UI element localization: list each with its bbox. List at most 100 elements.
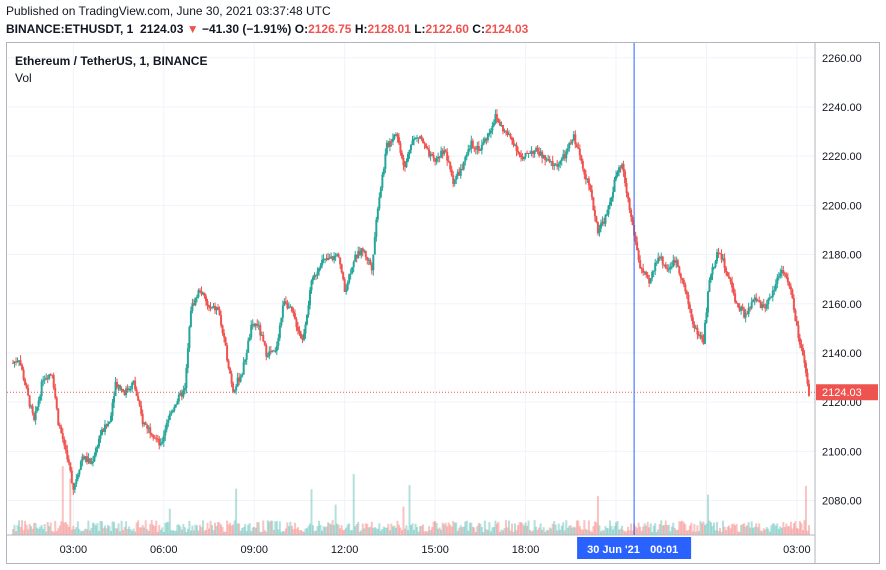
volume-bar bbox=[352, 473, 355, 535]
volume-bar bbox=[605, 528, 608, 535]
volume-bar bbox=[666, 524, 669, 535]
volume-bar bbox=[135, 522, 138, 535]
candle-body bbox=[295, 318, 298, 327]
volume-bar bbox=[342, 530, 345, 535]
volume-bar bbox=[670, 526, 673, 535]
volume-bar bbox=[574, 527, 577, 535]
candle-body bbox=[211, 306, 214, 308]
volume-bar bbox=[361, 523, 364, 535]
candle-body bbox=[514, 144, 517, 146]
volume-bar bbox=[257, 522, 260, 535]
volume-bar bbox=[548, 527, 551, 535]
volume-bar bbox=[197, 530, 200, 535]
volume-bar bbox=[515, 530, 518, 535]
volume-bar bbox=[94, 525, 97, 535]
candle-body bbox=[449, 161, 452, 170]
candle-body bbox=[275, 345, 278, 352]
volume-bar bbox=[79, 531, 82, 535]
candle-body bbox=[592, 197, 595, 211]
candle-body bbox=[610, 197, 613, 202]
volume-bar bbox=[557, 523, 560, 535]
candle-body bbox=[675, 260, 678, 263]
volume-bar bbox=[709, 522, 712, 535]
volume-bar bbox=[382, 526, 385, 535]
volume-bar bbox=[491, 527, 494, 535]
volume-bar bbox=[673, 527, 676, 535]
volume-bar bbox=[431, 527, 434, 535]
candle-body bbox=[467, 149, 470, 155]
candle-body bbox=[75, 479, 78, 484]
candle-body bbox=[260, 335, 263, 337]
volume-bar bbox=[587, 520, 590, 535]
volume-bar bbox=[544, 531, 547, 535]
candle-body bbox=[738, 307, 741, 311]
volume-bar bbox=[364, 523, 367, 535]
candle-body bbox=[788, 282, 791, 287]
y-tick-label: 2180.00 bbox=[822, 250, 862, 262]
symbol-label[interactable]: BINANCE:ETHUSDT, 1 bbox=[6, 22, 134, 36]
candle-body bbox=[539, 151, 542, 156]
candle-body bbox=[349, 273, 352, 275]
volume-bar bbox=[725, 530, 728, 535]
volume-bar bbox=[556, 530, 559, 535]
candle-body bbox=[55, 397, 58, 409]
candle-body bbox=[440, 150, 443, 158]
volume-bar bbox=[275, 520, 278, 535]
candle-body bbox=[131, 382, 134, 389]
volume-bar bbox=[452, 520, 455, 535]
candle-body bbox=[296, 326, 299, 331]
volume-bar bbox=[708, 520, 711, 535]
candle-body bbox=[657, 257, 660, 263]
candle-body bbox=[494, 114, 497, 123]
candle-body bbox=[687, 294, 690, 305]
candle-body bbox=[720, 253, 723, 260]
candle-body bbox=[669, 266, 672, 270]
candle-body bbox=[431, 153, 434, 156]
volume-bar bbox=[46, 521, 49, 535]
candle-body bbox=[587, 178, 590, 186]
volume-bar bbox=[345, 527, 348, 535]
volume-bar bbox=[171, 530, 174, 535]
candle-body bbox=[749, 307, 752, 309]
candle-body bbox=[488, 133, 491, 135]
candle-body bbox=[21, 364, 24, 370]
candle-body bbox=[474, 148, 477, 150]
candle-body bbox=[700, 335, 703, 339]
volume-bar bbox=[103, 525, 106, 535]
volume-bar bbox=[313, 531, 316, 535]
candle-body bbox=[247, 340, 250, 353]
volume-bar bbox=[322, 526, 325, 535]
candle-body bbox=[593, 210, 596, 217]
volume-bar bbox=[394, 527, 397, 535]
volume-bar bbox=[324, 527, 327, 535]
volume-bar bbox=[711, 525, 714, 535]
volume-bar bbox=[66, 524, 69, 535]
candle-body bbox=[321, 259, 324, 266]
volume-bar bbox=[369, 526, 372, 535]
candle-body bbox=[785, 274, 788, 278]
candle-body bbox=[731, 281, 734, 288]
volume-bar bbox=[60, 521, 63, 535]
volume-bar bbox=[302, 531, 305, 535]
volume-bar bbox=[75, 527, 78, 535]
candle-body bbox=[447, 160, 450, 162]
legend-title[interactable]: Ethereum / TetherUS, 1, BINANCE bbox=[15, 54, 208, 68]
candle-body bbox=[581, 160, 584, 169]
candle-body bbox=[699, 335, 702, 337]
candle-body bbox=[554, 164, 557, 166]
volume-bar bbox=[640, 530, 643, 535]
candle-body bbox=[269, 351, 272, 353]
volume-bar bbox=[687, 529, 690, 535]
candle-body bbox=[97, 438, 100, 447]
candle-body bbox=[807, 383, 810, 396]
legend-vol[interactable]: Vol bbox=[15, 71, 32, 85]
volume-bar bbox=[119, 531, 122, 535]
y-tick-label: 2260.00 bbox=[822, 53, 862, 65]
volume-bar bbox=[750, 521, 753, 535]
candle-body bbox=[226, 345, 229, 361]
candle-body bbox=[773, 289, 776, 291]
candle-body bbox=[376, 208, 379, 220]
candle-body bbox=[619, 167, 622, 169]
chart-frame[interactable] bbox=[6, 42, 880, 564]
